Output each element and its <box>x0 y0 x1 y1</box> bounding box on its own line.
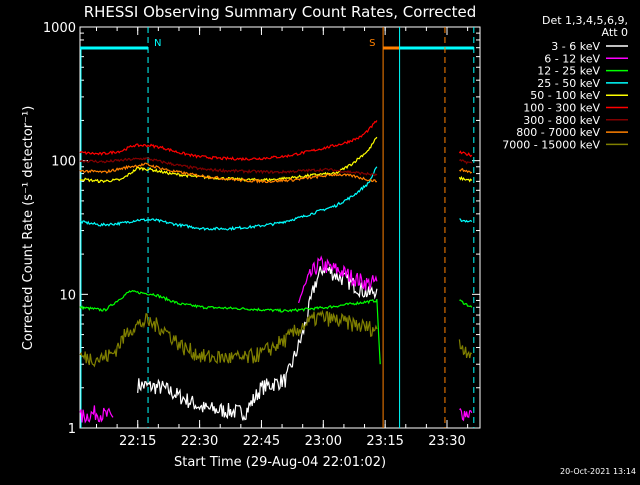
series-line <box>298 255 378 304</box>
legend-label: 25 - 50 keV <box>537 77 600 90</box>
y-tick-label: 10 <box>59 288 76 303</box>
series-line <box>459 218 473 223</box>
y-axis-label: Corrected Count Rate (s⁻¹ detector⁻¹) <box>21 106 36 351</box>
series-3-6-kev <box>137 265 378 421</box>
legend-label: 800 - 7000 keV <box>516 126 600 139</box>
series-line <box>79 166 378 231</box>
legend-header-attenuator: Att 0 <box>602 26 628 39</box>
legend-label: 12 - 25 keV <box>537 65 600 78</box>
series-line <box>79 120 378 162</box>
series-line <box>137 265 378 421</box>
y-tick-label: 1 <box>68 422 76 437</box>
series-line <box>459 167 473 174</box>
series-line <box>458 175 473 183</box>
x-tick-label: 23:00 <box>305 434 342 449</box>
x-tick-label: 22:45 <box>243 434 280 449</box>
x-tick-label: 23:15 <box>366 434 403 449</box>
x-tick-label: 22:30 <box>181 434 218 449</box>
x-tick-label: 22:15 <box>119 434 156 449</box>
y-tick-label: 100 <box>51 155 76 170</box>
y-tick-label: 1000 <box>43 21 76 36</box>
legend-label: 3 - 6 keV <box>551 40 600 53</box>
series-800-7000-kev <box>79 162 473 184</box>
series-line <box>79 405 114 424</box>
series-line <box>459 299 473 308</box>
plot-timestamp: 20-Oct-2021 13:14 <box>560 467 636 476</box>
flag-label: S <box>369 38 375 49</box>
series-25-50-kev <box>79 166 473 231</box>
series-line <box>79 289 381 365</box>
legend-label: 100 - 300 keV <box>523 102 600 115</box>
plot-frame <box>79 26 481 429</box>
series-line <box>79 136 378 184</box>
series-line <box>459 408 473 422</box>
series-line <box>458 339 473 359</box>
series-12-25-kev <box>79 289 473 365</box>
x-tick-label: 23:30 <box>428 434 465 449</box>
series-line <box>79 157 378 177</box>
legend-header-detectors: Det 1,3,4,5,6,9, <box>542 14 628 27</box>
series-6-12-kev <box>79 255 473 424</box>
series-line <box>79 309 378 368</box>
legend-label: 50 - 100 keV <box>530 89 600 102</box>
legend-label: 300 - 800 keV <box>523 114 600 127</box>
chart-title: RHESSI Observing Summary Count Rates, Co… <box>84 3 477 21</box>
legend-label: 6 - 12 keV <box>544 52 600 65</box>
flag-label: N <box>154 38 161 49</box>
legend-label: 7000 - 15000 keV <box>502 138 600 151</box>
series-line <box>79 162 378 184</box>
series-100-300-kev <box>79 120 473 162</box>
series-50-100-kev <box>79 136 473 184</box>
series-7000-15000-kev <box>79 309 473 368</box>
series-line <box>458 150 473 158</box>
series-line <box>458 158 473 165</box>
series-300-800-kev <box>79 157 473 177</box>
x-axis-label: Start Time (29-Aug-04 22:01:02) <box>174 455 386 470</box>
